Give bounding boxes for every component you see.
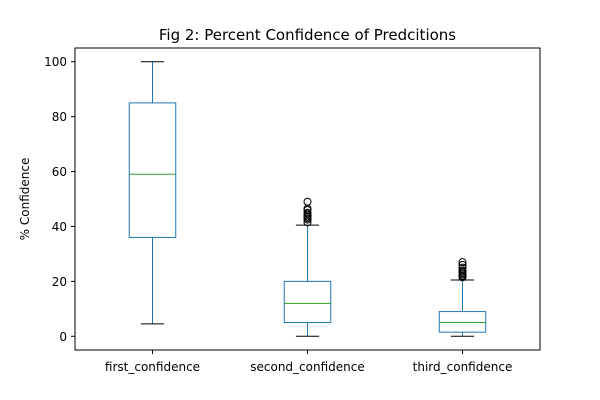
outlier-point (458, 263, 467, 272)
y-tick-label: 80 (52, 110, 67, 124)
outlier-point (303, 208, 312, 217)
y-tick-label: 60 (52, 165, 67, 179)
y-tick-label: 0 (59, 330, 67, 344)
y-tick-label: 40 (52, 220, 67, 234)
y-axis-label: % Confidence (18, 158, 32, 241)
plot-layer: 0 20 40 60 80 100 first_confidence second_confi… (44, 47, 541, 374)
outlier-point (458, 258, 467, 267)
x-tick-label: second_confidence (250, 360, 365, 374)
box (128, 102, 177, 238)
outlier-point (303, 197, 312, 206)
y-tick-label: 20 (52, 275, 67, 289)
outlier-point (458, 266, 467, 275)
plot-frame (74, 47, 541, 351)
chart-title: Fig 2: Percent Confidence of Predcitions (159, 26, 456, 44)
box (438, 311, 487, 333)
outlier-point (458, 260, 467, 269)
x-tick-label: first_confidence (105, 360, 200, 374)
box (283, 280, 332, 324)
y-tick-label: 100 (44, 55, 67, 69)
x-tick-label: third_confidence (413, 360, 513, 374)
